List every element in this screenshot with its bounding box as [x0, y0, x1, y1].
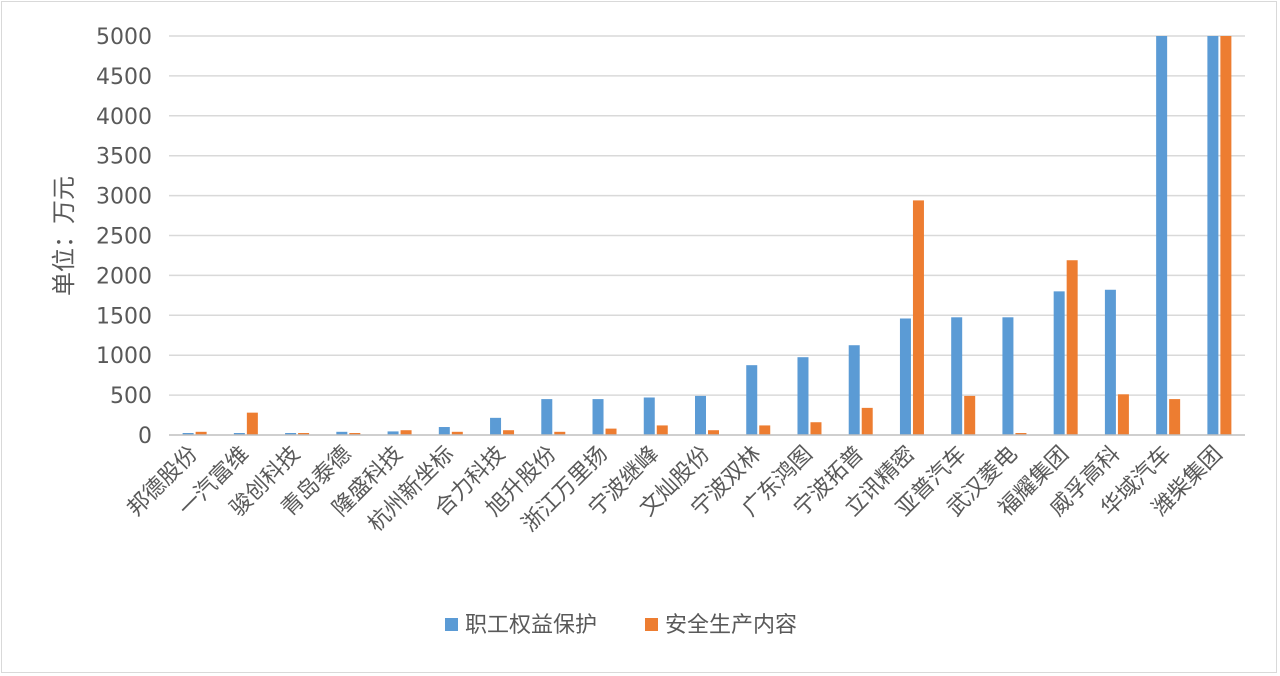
bar-employee-rights: [695, 395, 706, 435]
bar-employee-rights: [285, 433, 297, 435]
x-axis-categories: 邦德股份一汽富维骏创科技青岛泰德隆盛科技杭州新坐标合力科技旭升股份浙江万里扬宁波…: [123, 442, 1228, 537]
bar-safety-production: [1169, 399, 1181, 435]
y-tick-label: 2000: [96, 264, 152, 289]
bar-safety-production: [708, 430, 719, 435]
bar-employee-rights: [490, 417, 502, 435]
y-axis-ticks: 0 500 1000 1500 2000 2500 3000 3500 4000 4500 5000: [96, 25, 152, 449]
legend-label: 职工权益保护: [465, 613, 597, 638]
bar-safety-production: [246, 412, 258, 435]
bar-employee-rights: [848, 345, 860, 435]
bar-employee-rights: [1002, 317, 1014, 435]
bar-employee-rights: [182, 433, 194, 435]
bar-employee-rights: [1053, 291, 1065, 435]
bar-safety-production: [964, 395, 976, 435]
bar-employee-rights: [951, 317, 963, 435]
bar-employee-rights: [592, 399, 604, 435]
y-tick-label: 3500: [96, 145, 152, 170]
bar-safety-production: [1015, 433, 1027, 435]
bar-safety-production: [400, 430, 412, 435]
bar-safety-production: [1066, 260, 1078, 435]
bar-employee-rights: [233, 433, 245, 435]
bar-safety-production: [1220, 36, 1232, 435]
y-tick-label: 3000: [96, 185, 152, 210]
bar-employee-rights: [387, 431, 399, 435]
y-tick-label: 4000: [96, 105, 152, 130]
bar-safety-production: [554, 431, 566, 435]
bar-employee-rights: [899, 318, 911, 435]
bar-safety-production: [503, 430, 515, 435]
bar-employee-rights: [438, 427, 450, 435]
bar-employee-rights: [1207, 36, 1219, 435]
bar-safety-production: [349, 433, 361, 435]
bar-safety-production: [810, 422, 822, 435]
legend: 职工权益保护 安全生产内容: [445, 613, 797, 638]
y-tick-label: 500: [110, 384, 152, 409]
y-tick-label: 4500: [96, 65, 152, 90]
bar-safety-production: [1117, 394, 1129, 435]
legend-label: 安全生产内容: [665, 613, 797, 638]
bar-safety-production: [298, 433, 310, 435]
bars: [182, 36, 1232, 435]
y-tick-label: 0: [138, 424, 152, 449]
bar-employee-rights: [643, 397, 655, 435]
y-tick-label: 1500: [96, 304, 152, 329]
legend-swatch: [645, 618, 658, 631]
y-tick-label: 2500: [96, 225, 152, 250]
bar-safety-production: [605, 428, 617, 435]
y-axis-label: 单位：万元: [50, 176, 78, 296]
y-tick-label: 5000: [96, 25, 152, 50]
bar-employee-rights: [1156, 36, 1168, 435]
bar-employee-rights: [541, 399, 553, 435]
bar-safety-production: [861, 407, 873, 435]
bar-safety-production: [451, 431, 463, 435]
legend-swatch: [445, 618, 458, 631]
bar-employee-rights: [797, 357, 809, 435]
bar-employee-rights: [336, 431, 348, 435]
y-tick-label: 1000: [96, 344, 152, 369]
bar-safety-production: [912, 200, 924, 435]
bar-safety-production: [656, 425, 668, 435]
bar-employee-rights: [1104, 289, 1116, 435]
bar-employee-rights: [746, 365, 758, 435]
bar-safety-production: [195, 431, 207, 435]
gridlines: [169, 35, 1245, 396]
bar-safety-production: [759, 425, 771, 435]
